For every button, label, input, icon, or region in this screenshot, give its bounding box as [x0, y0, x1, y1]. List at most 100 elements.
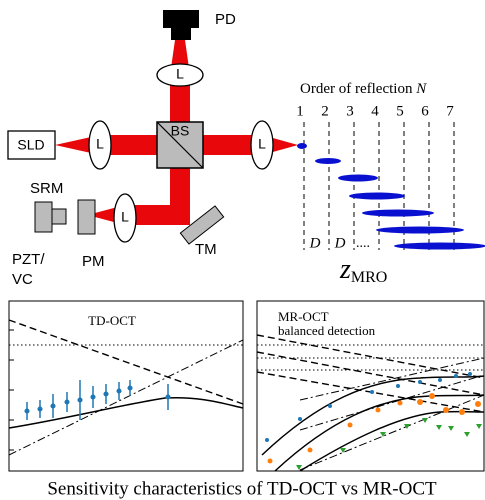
setup: PD L L L L BS SLD TM SRM PM PZT/ VC — [7, 10, 298, 288]
shape — [362, 209, 434, 217]
label: PM — [82, 253, 105, 270]
label: L — [176, 66, 184, 82]
shape — [475, 401, 481, 407]
shape — [315, 158, 341, 164]
order-symbol: N — [415, 81, 427, 97]
shape — [165, 394, 171, 400]
shape — [298, 417, 302, 421]
shape — [296, 465, 302, 470]
spacing: D — [309, 235, 321, 251]
shape — [454, 374, 458, 378]
shape — [50, 403, 56, 409]
label: SLD — [17, 137, 44, 153]
label: L — [121, 209, 129, 225]
shape — [256, 351, 485, 396]
order-number: 3 — [346, 103, 354, 119]
shape — [296, 418, 482, 470]
shape — [429, 393, 435, 399]
shape — [34, 201, 53, 233]
label: L — [258, 136, 266, 152]
z-sub: MRO — [351, 269, 387, 286]
order-number: 1 — [296, 103, 304, 119]
shape — [103, 391, 109, 397]
shape — [88, 120, 112, 170]
plot-title: TD-OCT — [88, 313, 136, 328]
shape — [303, 122, 455, 250]
shape — [267, 458, 273, 464]
dots: .... — [356, 236, 370, 251]
shape — [438, 378, 442, 382]
shape — [299, 410, 485, 472]
shape — [8, 319, 244, 405]
shape — [404, 424, 410, 429]
shape — [261, 375, 485, 472]
shape — [37, 406, 43, 412]
reflection-orders: Order of reflection N D D .... zMRO 1 2 3 4… — [296, 81, 485, 286]
shape — [376, 226, 464, 234]
shape — [171, 26, 191, 40]
shape — [418, 380, 422, 384]
shape — [261, 375, 485, 456]
shape — [297, 143, 307, 149]
shape — [77, 397, 83, 403]
caption: Sensitivity characteristics of TD-OCT vs… — [47, 478, 437, 499]
shape — [265, 438, 269, 442]
shape — [156, 63, 204, 87]
shape — [328, 404, 332, 408]
plot-title: MR-OCT — [278, 309, 329, 324]
label: PD — [215, 11, 236, 28]
shape — [417, 399, 423, 405]
shape — [340, 448, 346, 453]
label: TM — [195, 241, 217, 258]
plot-subtitle: balanced detection — [278, 323, 376, 338]
shape — [116, 388, 122, 394]
shape — [436, 425, 442, 430]
label: L — [96, 136, 104, 152]
shape — [347, 422, 353, 428]
shape — [448, 426, 454, 431]
shape — [51, 208, 67, 225]
shape — [256, 334, 485, 413]
shape — [468, 372, 472, 376]
shape — [8, 396, 244, 429]
shape — [380, 432, 386, 437]
shape — [397, 400, 403, 406]
shape — [338, 174, 378, 182]
label: Order of reflection N — [300, 81, 427, 97]
shape — [8, 339, 244, 456]
td-oct-plot: TD-OCT — [8, 300, 244, 472]
label: VC — [12, 271, 33, 288]
shape — [396, 384, 400, 388]
shape — [375, 407, 381, 413]
shape — [257, 344, 484, 371]
shape — [299, 357, 485, 471]
shape — [299, 357, 485, 401]
z-label: zMRO — [339, 254, 387, 285]
shape — [179, 205, 225, 245]
shape — [113, 193, 137, 243]
shape — [24, 380, 171, 420]
shape — [459, 409, 465, 415]
order-number: 6 — [421, 103, 429, 119]
shape — [156, 121, 204, 169]
shape — [476, 424, 482, 429]
shape — [370, 390, 374, 394]
shape — [256, 300, 485, 472]
order-number: 7 — [446, 103, 454, 119]
shape — [7, 130, 56, 160]
shape — [299, 394, 485, 471]
shape — [90, 394, 96, 400]
shape — [77, 199, 96, 235]
shape — [422, 418, 428, 423]
shape — [24, 408, 30, 414]
label: PZT/ — [12, 251, 45, 268]
label: SRM — [30, 180, 63, 197]
order-number: 2 — [321, 103, 329, 119]
shape — [349, 192, 405, 200]
shape — [9, 329, 14, 451]
shape — [125, 205, 190, 225]
z: z — [339, 254, 351, 285]
label: BS — [171, 123, 190, 139]
shape — [464, 432, 470, 437]
